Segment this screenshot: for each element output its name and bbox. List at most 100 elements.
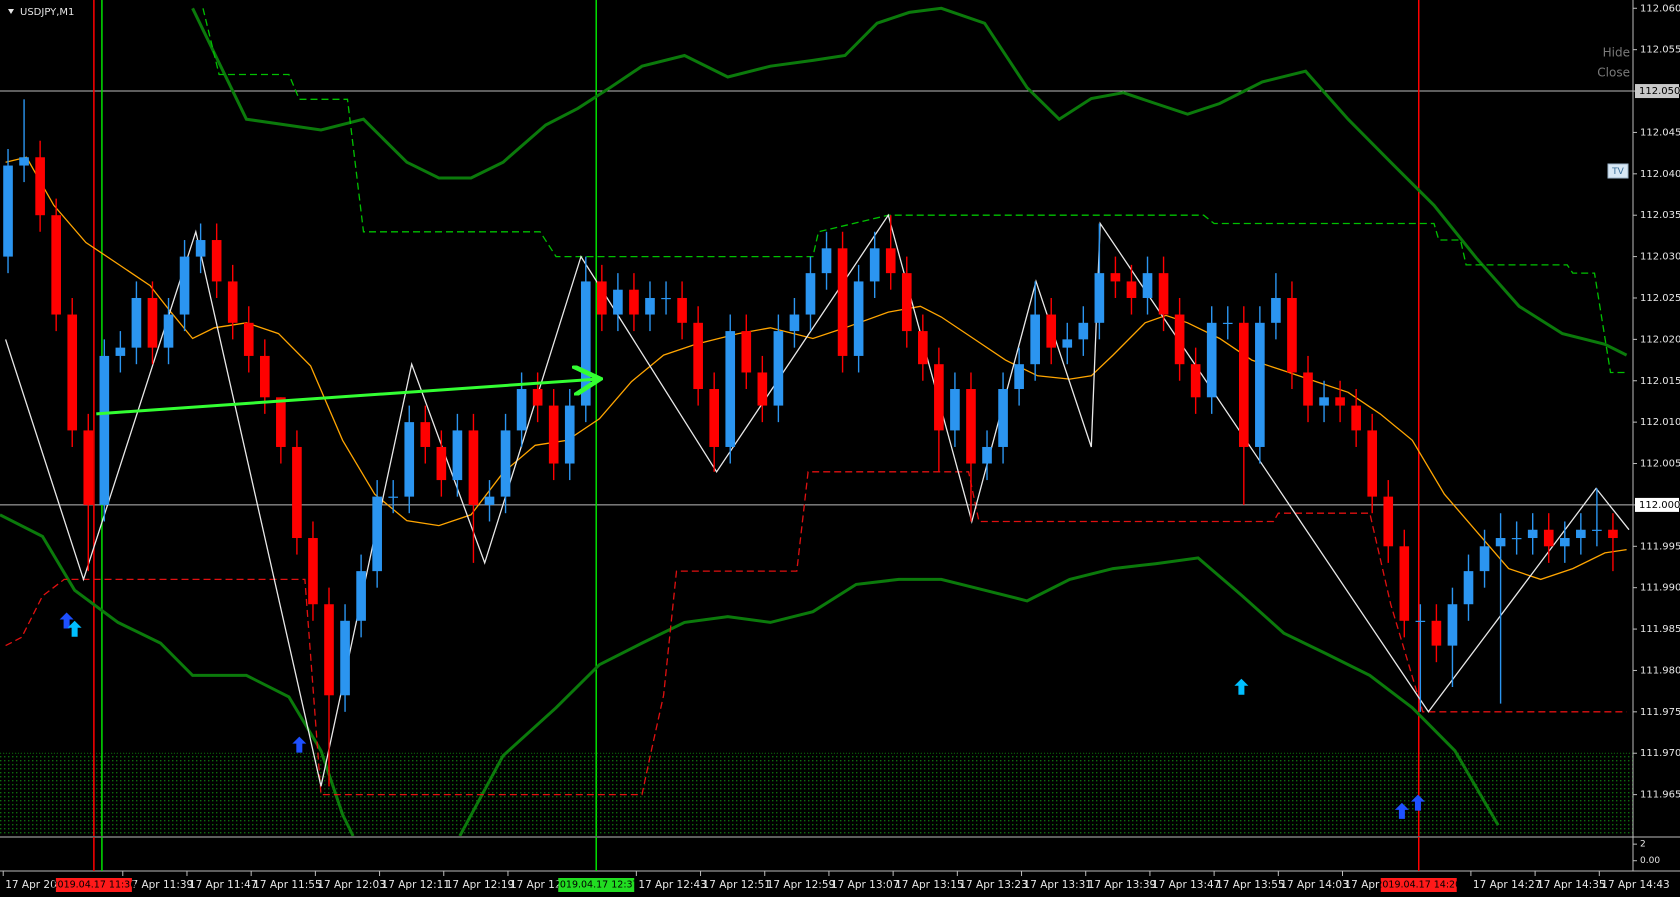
candle-body [1415, 620, 1426, 622]
candle-body [1238, 322, 1249, 447]
candle-body [51, 215, 61, 315]
time-label: 2019.04.17 11:36 [51, 880, 136, 891]
signal-arrow [1234, 678, 1249, 695]
plot-area [0, 0, 1633, 836]
signal-arrow [59, 612, 74, 629]
candle-body [3, 165, 13, 257]
time-label-box [1380, 878, 1457, 892]
candle-body [966, 389, 976, 464]
candle-body [901, 273, 912, 332]
y-tick-label: 112.035 [1640, 210, 1680, 221]
candle-body [83, 430, 94, 505]
y-tick-label: 112.020 [1640, 334, 1680, 345]
signal-arrow [292, 736, 307, 753]
symbol-menu-icon[interactable] [8, 9, 14, 14]
indicator-line [0, 513, 355, 836]
candle-body [741, 331, 752, 373]
candle-body [1576, 529, 1586, 539]
candle-body [773, 331, 784, 406]
signal-arrow [67, 620, 82, 637]
candle-body [372, 496, 382, 572]
candle-body [661, 297, 671, 300]
candle-body [1303, 372, 1313, 406]
x-tick-label: 17 Apr 13:47 [1152, 879, 1220, 891]
frame [0, 0, 1680, 872]
candle-body [1479, 546, 1490, 572]
candle-body [950, 389, 960, 431]
candle-body [1511, 538, 1522, 540]
time-label: 2019.04.17 12:37 [554, 880, 639, 891]
trend-line [96, 379, 597, 416]
indicator-line [5, 156, 1627, 581]
candle-body [821, 248, 832, 274]
y-tick-label: 111.970 [1640, 748, 1680, 759]
candle-body [1367, 430, 1378, 497]
y-tick-label: 111.990 [1640, 583, 1680, 594]
candle-body [340, 620, 350, 696]
y-tick-label: 112.005 [1640, 459, 1680, 470]
candle-body [677, 297, 687, 323]
candle-body [934, 364, 944, 431]
x-tick-label: 17 Apr 12:03 [317, 879, 385, 891]
candle-body [1271, 297, 1281, 323]
candle-body [1287, 297, 1297, 373]
x-tick-label: 17 Apr 11:55 [253, 879, 321, 891]
candle-body [1255, 322, 1265, 447]
x-tick-label: 17 Apr 13:39 [1088, 879, 1156, 891]
sub-y-tick-label: 0.00 [1640, 856, 1660, 866]
candle-body [179, 256, 190, 315]
y-tick-label: 112.055 [1640, 45, 1680, 56]
y-tick-label: 112.060 [1640, 3, 1680, 14]
price-label: 112.050 [1639, 86, 1680, 97]
candle-body [227, 281, 238, 323]
candle-body [163, 314, 174, 348]
x-tick-label: 17 Apr 2019 [5, 879, 70, 891]
candle-body [1174, 314, 1185, 365]
hide-button[interactable]: Hide [1603, 46, 1630, 60]
tv-badge-text[interactable]: TV [1611, 167, 1624, 177]
x-tick-label: 17 Apr 11:39 [125, 879, 193, 891]
candle-body [19, 157, 29, 166]
candle-body [324, 604, 334, 696]
symbol-label: USDJPY,M1 [20, 7, 74, 18]
candle-body [404, 422, 415, 497]
candle-body [1014, 364, 1024, 390]
candle-body [147, 297, 158, 348]
candle-body [885, 248, 896, 274]
candle-body [292, 446, 302, 539]
candle-body [1158, 273, 1169, 315]
indicator-line [4, 213, 1630, 787]
x-tick-label: 17 Apr 12:59 [767, 879, 835, 891]
candle-body [436, 446, 447, 481]
x-tick-label: 17 Apr 11:47 [189, 879, 257, 891]
candle-body [757, 372, 768, 406]
zone [0, 753, 1633, 836]
x-tick-label: 17 Apr 1 [1345, 879, 1390, 891]
candle-body [1078, 322, 1089, 340]
candle-body [35, 157, 45, 216]
candle-body [195, 240, 206, 257]
x-tick-label: 17 Apr 14:43 [1601, 879, 1669, 891]
y-tick-label: 112.040 [1640, 169, 1680, 180]
tv-badge[interactable] [1607, 163, 1629, 179]
y-tick-label: 112.010 [1640, 417, 1680, 428]
candle-body [693, 322, 703, 390]
candle-body [356, 571, 366, 621]
candle-body [1383, 496, 1394, 547]
close-button[interactable]: Close [1597, 66, 1630, 80]
candle-body [1559, 538, 1570, 547]
candle-body [388, 496, 399, 498]
candle-body [115, 347, 126, 356]
indicator-line [5, 471, 1627, 796]
candle-body [276, 397, 286, 447]
candle-body [99, 355, 110, 505]
candle-body [1447, 604, 1458, 646]
x-tick-label: 17 Apr 14:03 [1280, 879, 1348, 891]
indicator-line [202, 8, 1627, 374]
x-tick-label: 17 Apr 13:15 [895, 879, 963, 891]
candle-body [1142, 273, 1153, 298]
candle-body [1592, 529, 1602, 531]
y-tick-label: 112.015 [1640, 376, 1680, 387]
